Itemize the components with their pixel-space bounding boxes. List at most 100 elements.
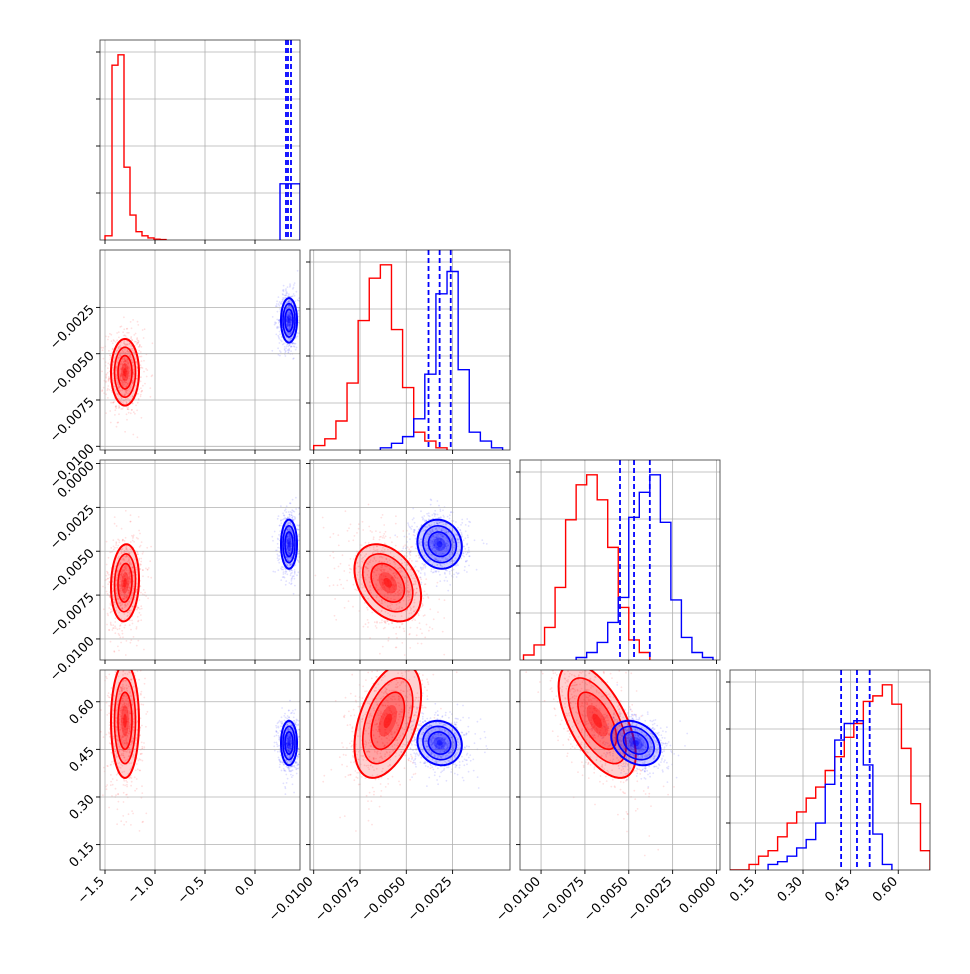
scatter-point xyxy=(393,598,395,601)
scatter-point xyxy=(282,568,285,571)
scatter-point xyxy=(289,548,291,551)
scatter-point xyxy=(129,386,131,389)
scatter-point xyxy=(419,566,422,569)
scatter-point xyxy=(419,544,422,546)
scatter-point xyxy=(438,521,441,524)
scatter-point xyxy=(120,549,122,552)
scatter-point xyxy=(133,598,136,601)
scatter-point xyxy=(140,346,143,348)
scatter-point xyxy=(284,583,287,586)
scatter-point xyxy=(131,810,134,812)
scatter-point xyxy=(289,737,291,740)
scatter-point xyxy=(287,539,290,542)
scatter-point xyxy=(394,544,397,547)
scatter-point xyxy=(138,611,141,614)
scatter-point xyxy=(286,536,289,538)
scatter-point xyxy=(121,579,124,582)
scatter-point xyxy=(379,652,381,655)
scatter-point xyxy=(285,556,288,559)
scatter-point xyxy=(398,566,401,569)
scatter-point xyxy=(122,752,125,755)
scatter-point xyxy=(123,703,126,706)
scatter-point xyxy=(102,386,105,389)
scatter-point xyxy=(277,353,280,356)
scatter-point xyxy=(126,624,128,626)
scatter-point xyxy=(123,316,125,319)
scatter-point xyxy=(392,555,395,558)
scatter-point xyxy=(395,583,397,586)
scatter-point xyxy=(417,570,420,572)
scatter-point xyxy=(457,526,459,529)
scatter-point xyxy=(342,587,345,590)
scatter-point xyxy=(442,536,444,538)
scatter-point xyxy=(438,526,441,529)
scatter-point xyxy=(106,765,109,767)
scatter-point xyxy=(132,364,135,366)
scatter-point xyxy=(384,575,387,578)
scatter-point xyxy=(126,555,129,557)
scatter-point xyxy=(126,366,129,369)
scatter-point xyxy=(131,625,133,627)
scatter-point xyxy=(398,607,400,610)
scatter-point xyxy=(126,577,129,579)
scatter-point xyxy=(119,578,121,580)
scatter-point xyxy=(121,375,124,377)
scatter-point xyxy=(360,574,363,576)
scatter-point xyxy=(117,800,120,803)
scatter-point xyxy=(116,332,118,334)
scatter-point xyxy=(123,655,125,657)
scatter-point xyxy=(439,538,442,541)
scatter-point xyxy=(361,558,363,560)
scatter-point xyxy=(127,583,129,586)
scatter-point xyxy=(278,534,280,536)
scatter-point xyxy=(287,551,289,554)
scatter-point xyxy=(286,536,289,539)
scatter-point xyxy=(280,566,283,568)
scatter-point xyxy=(128,368,131,370)
scatter-point xyxy=(376,621,378,624)
scatter-point xyxy=(366,562,369,565)
scatter-point xyxy=(108,629,111,631)
scatter-point xyxy=(365,567,368,570)
scatter-point xyxy=(126,742,129,744)
scatter-point xyxy=(119,368,122,370)
scatter-point xyxy=(147,597,150,600)
scatter-point xyxy=(121,363,123,365)
scatter-point xyxy=(133,663,135,665)
scatter-point xyxy=(416,525,418,528)
scatter-point xyxy=(388,559,391,562)
scatter-point xyxy=(138,344,141,347)
scatter-point xyxy=(139,769,142,772)
scatter-point xyxy=(456,545,459,548)
scatter-point xyxy=(414,577,416,580)
scatter-point xyxy=(130,780,133,783)
scatter-point xyxy=(289,535,292,537)
scatter-point xyxy=(279,524,281,527)
scatter-point xyxy=(129,711,131,714)
scatter-point xyxy=(419,576,422,579)
scatter-point xyxy=(415,591,418,594)
scatter-point xyxy=(289,546,292,549)
scatter-point xyxy=(111,348,114,351)
scatter-point xyxy=(285,544,288,547)
scatter-point xyxy=(124,603,127,606)
scatter-point xyxy=(109,640,112,643)
scatter-point xyxy=(106,677,108,680)
scatter-point xyxy=(121,539,124,542)
scatter-point xyxy=(297,524,300,527)
scatter-point xyxy=(278,322,280,324)
scatter-point xyxy=(456,534,459,537)
scatter-point xyxy=(278,551,281,553)
scatter-point xyxy=(283,576,286,579)
scatter-point xyxy=(106,593,109,595)
scatter-point xyxy=(291,498,294,501)
scatter-point xyxy=(288,534,290,537)
scatter-point xyxy=(292,293,295,295)
scatter-point xyxy=(449,584,452,586)
scatter-point xyxy=(442,514,445,517)
scatter-point xyxy=(424,636,427,639)
scatter-point xyxy=(376,569,379,572)
scatter-point xyxy=(402,664,404,666)
scatter-point xyxy=(366,619,369,621)
